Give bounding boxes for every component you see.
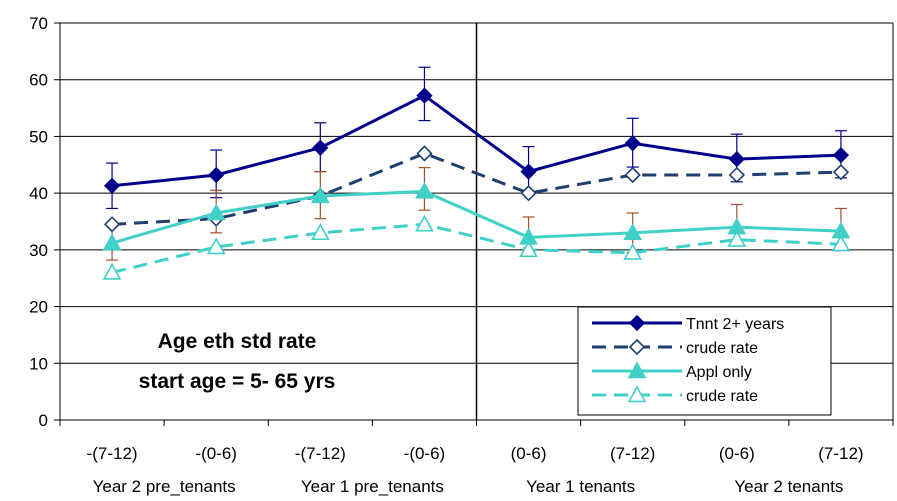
triangle-marker [102,262,122,280]
triangle-marker [415,214,434,232]
diamond-marker [103,177,121,194]
y-tick-label: 10 [29,354,48,373]
diamond-marker [520,163,537,180]
diamond-marker [832,164,850,181]
y-tick-label: 50 [29,127,48,146]
series-line [111,151,841,226]
x-tick-label: -(0-6) [195,444,237,463]
x-group-label: Year 1 tenants [526,477,635,496]
triangle-marker [831,221,851,239]
y-tick-label: 20 [29,298,48,317]
annotation-line-1: Age eth std rate [158,330,317,353]
legend-label: Appl only [686,364,752,381]
y-axis: 0 10 20 30 40 50 60 70 [29,14,894,430]
x-tick-label: -(7-12) [295,444,346,463]
diamond-marker [520,185,537,202]
diamond-marker [416,87,433,104]
legend-box [577,306,832,416]
y-tick-label: 0 [39,411,48,430]
diamond-marker [624,166,641,184]
diamond-marker [103,216,121,233]
x-tick-label: (7-12) [818,444,863,463]
triangle-marker [831,234,851,252]
annotation: Age eth std rate start age = 5- 65 yrs [139,330,336,393]
annotation-line-2: start age = 5- 65 yrs [139,370,336,393]
legend-label: crude rate [686,340,758,357]
triangle-marker [627,385,647,403]
x-group-label: Year 2 pre_tenants [93,477,236,496]
legend-label: crude rate [686,388,758,405]
triangle-marker [206,203,226,221]
triangle-marker [310,223,330,241]
triangle-marker [623,223,643,241]
diamond-marker [628,338,646,356]
diamond-marker [728,150,745,168]
x-tick-label: (0-6) [719,444,755,463]
diamond-marker [416,145,433,162]
series-line [111,189,841,245]
triangle-marker [310,186,330,204]
diamond-marker [832,147,850,164]
y-tick-label: 30 [29,241,48,260]
x-tick-label: -(0-6) [404,444,446,463]
triangle-marker [519,227,538,245]
y-tick-label: 70 [29,14,48,33]
triangle-marker [102,233,122,251]
triangle-marker [415,181,434,199]
x-tick-label: -(7-12) [87,444,138,463]
x-tick-label: (7-12) [610,444,655,463]
series-line [111,93,841,188]
diamond-marker [728,166,745,184]
triangle-marker [727,230,747,247]
diamond-marker [312,139,329,156]
diamond-marker [628,314,646,332]
triangle-marker [519,240,538,258]
x-axis: -(7-12) -(0-6) -(7-12) -(0-6) (0-6) (7-12) (0-… [59,420,894,496]
triangle-marker [627,361,647,379]
diamond-marker [624,135,641,152]
legend-label: Tnnt 2+ years [686,316,784,333]
x-tick-label: (0-6) [511,444,547,463]
y-tick-label: 60 [29,71,48,90]
x-group-label: Year 1 pre_tenants [301,477,444,496]
legend: Tnnt 2+ years crude rate Appl only crude ra… [577,306,832,416]
triangle-marker [623,243,643,260]
y-tick-label: 40 [29,184,48,203]
diamond-marker [208,166,225,184]
series-lines [102,87,851,280]
x-group-label: Year 2 tenants [734,477,843,496]
triangle-marker [206,237,226,255]
triangle-marker [727,217,747,235]
